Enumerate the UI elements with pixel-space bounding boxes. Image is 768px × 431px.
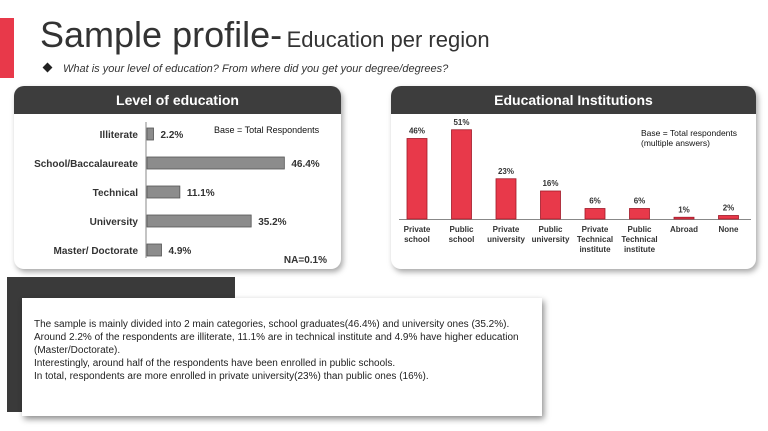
bar — [584, 208, 606, 220]
summary-box: The sample is mainly divided into 2 main… — [22, 298, 542, 416]
bar — [629, 208, 650, 220]
data-label: 35.2% — [258, 217, 286, 228]
summary-line: Around 2.2% of the respondents are illit… — [34, 332, 519, 356]
category-label: School/Baccalaureate — [34, 159, 138, 170]
bar — [540, 190, 561, 220]
bar — [673, 216, 695, 220]
category-label: school — [449, 235, 475, 244]
category-label: None — [719, 225, 740, 234]
data-label: 46.4% — [291, 159, 319, 170]
category-label: Public — [627, 225, 652, 234]
diamond-bullet-icon — [42, 62, 53, 73]
category-label: university — [532, 235, 570, 244]
summary-line: The sample is mainly divided into 2 main… — [34, 319, 510, 330]
category-label: school — [404, 235, 430, 244]
bar — [146, 214, 252, 228]
level-of-education-title: Level of education — [14, 86, 341, 114]
category-label: institute — [579, 245, 611, 254]
educational-institutions-panel: Educational Institutions 46% Private schoo… — [391, 86, 756, 269]
page-title: Sample profile- Education per region — [40, 14, 490, 56]
data-label: 51% — [453, 118, 469, 127]
data-label: 2.2% — [161, 130, 184, 141]
category-label: Technical — [621, 235, 657, 244]
data-label: 46% — [409, 127, 425, 136]
base-note: Base = Total respondents — [641, 128, 737, 138]
question-line: What is your level of education? From wh… — [42, 62, 449, 75]
category-label: Illiterate — [100, 130, 139, 141]
bar — [495, 178, 517, 220]
question-text: What is your level of education? From wh… — [63, 63, 449, 75]
category-label: Private — [493, 225, 520, 234]
data-label: 23% — [498, 167, 514, 176]
category-label: Master/ Doctorate — [54, 246, 139, 257]
category-label: Public — [538, 225, 563, 234]
data-label: 6% — [634, 197, 646, 206]
category-label: institute — [624, 245, 656, 254]
bar — [146, 156, 285, 170]
category-label: Public — [449, 225, 474, 234]
level-of-education-chart: Illiterate 2.2% School/Baccalaureate 46.4% T… — [34, 122, 327, 266]
accent-bar — [0, 18, 14, 78]
educational-institutions-chart: 46%Privateschool51%Publicschool23%Privat… — [399, 118, 751, 254]
data-label: 2% — [723, 204, 735, 213]
summary-line: In total, respondents are more enrolled … — [34, 371, 429, 382]
bar — [718, 215, 739, 220]
category-label: Private — [582, 225, 609, 234]
data-label: 11.1% — [187, 188, 215, 199]
category-label: Abroad — [670, 225, 698, 234]
bar — [146, 127, 154, 141]
category-label: Technical — [93, 188, 139, 199]
base-note: Base = Total Respondents — [214, 125, 320, 135]
category-label: University — [90, 217, 139, 228]
page-title-main: Sample profile- — [40, 14, 283, 55]
bar — [451, 129, 472, 220]
data-label: 16% — [542, 179, 558, 188]
data-label: 6% — [589, 197, 601, 206]
category-label: Technical — [577, 235, 613, 244]
page-subtitle: Education per region — [286, 27, 490, 52]
bar — [406, 138, 428, 220]
educational-institutions-title: Educational Institutions — [391, 86, 756, 114]
data-label: 1% — [678, 205, 690, 214]
level-of-education-panel: Level of education Illiterate 2.2% School/… — [14, 86, 341, 269]
na-footnote: NA=0.1% — [284, 255, 327, 266]
data-label: 4.9% — [169, 246, 192, 257]
category-label: university — [487, 235, 525, 244]
summary-line: Interestingly, around half of the respon… — [34, 358, 396, 369]
category-label: Private — [404, 225, 431, 234]
bar — [146, 185, 181, 199]
base-note: (multiple answers) — [641, 138, 710, 148]
bar — [146, 243, 162, 257]
